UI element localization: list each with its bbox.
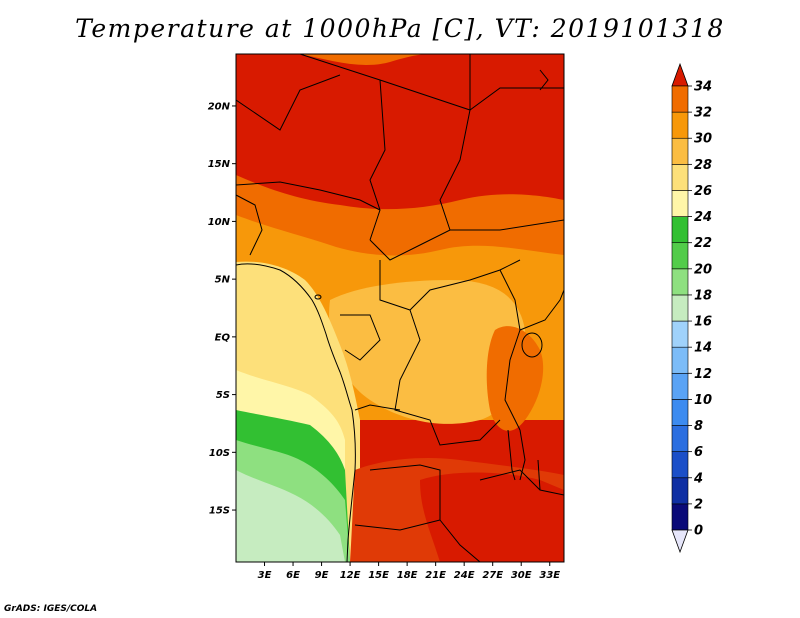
colorbar-label: 0: [694, 524, 703, 539]
colorbar-segment: [671, 320, 689, 348]
longitude-axis: 3E 6E 9E 12E 15E 18E 21E 24E 27E 30E 33E: [258, 562, 560, 581]
lat-tick-label: 10S: [209, 448, 230, 459]
border-namibia-north: [354, 519, 441, 531]
colorbar-label: 10: [694, 393, 712, 408]
lon-tick-label: 15E: [368, 570, 389, 581]
colorbar-segment: [671, 477, 689, 505]
lat-tick-label: 10N: [208, 217, 231, 228]
colorbar-segment: [671, 372, 689, 400]
colorbar-label: 14: [694, 341, 712, 356]
border-west-sahara: [236, 74, 341, 131]
border-gabon: [340, 314, 381, 361]
border-angola-north: [354, 404, 401, 411]
lake-victoria: [521, 332, 543, 358]
colorbar-segment: [671, 242, 689, 270]
colorbar-label: 32: [694, 106, 712, 121]
field-band-southern-hottest: [420, 472, 564, 562]
field-band-16-18: [236, 470, 345, 562]
border-kenya: [519, 289, 564, 331]
country-borders: [236, 54, 564, 562]
border-niger-chad: [369, 79, 386, 241]
border-tanzania: [519, 429, 526, 481]
map-frame: [235, 53, 565, 563]
lat-tick-label: EQ: [215, 332, 231, 343]
border-chad-sudan: [439, 109, 471, 231]
border-car-north: [369, 219, 564, 261]
grads-credit: GrADS: IGES/COLA: [4, 604, 98, 614]
border-zambia-east: [479, 469, 564, 496]
colorbar-label: 16: [694, 315, 712, 330]
lat-tick-label: 20N: [208, 101, 231, 112]
lon-tick-label: 9E: [315, 570, 329, 581]
border-east-drc: [499, 269, 521, 431]
temperature-field: [236, 54, 564, 562]
lat-tick-label: 5S: [216, 390, 230, 401]
border-angola-zambia: [369, 464, 481, 562]
colorbar-under-triangle: [671, 529, 689, 554]
lat-tick-label: 15S: [209, 506, 230, 517]
border-west-coast: [236, 194, 263, 256]
border-egypt-sudan: [469, 87, 564, 111]
colorbar-segment: [671, 164, 689, 191]
field-band-north-patch: [300, 54, 430, 65]
colorbar-label: 20: [694, 262, 712, 277]
border-mali-niger-south: [236, 181, 381, 211]
colorbar-segment: [671, 399, 689, 426]
field-band-26-28: [329, 280, 526, 424]
colorbar-label: 26: [694, 184, 712, 199]
colorbar-segment: [671, 137, 689, 165]
colorbar-segment: [671, 268, 689, 296]
lon-tick-label: 21E: [425, 570, 446, 581]
colorbar-segment: [671, 346, 689, 374]
lat-tick-label: 5N: [215, 275, 231, 286]
lon-tick-label: 30E: [511, 570, 532, 581]
colorbar-label: 22: [694, 236, 712, 251]
colorbar-segment: [671, 85, 689, 113]
border-drc: [394, 309, 501, 446]
colorbar-segment: [671, 425, 689, 452]
lon-tick-label: 18E: [397, 570, 418, 581]
colorbar-over-triangle: [671, 62, 689, 87]
lake-tanganyika: [507, 429, 516, 481]
colorbar-label: 28: [694, 158, 712, 173]
lon-tick-label: 12E: [340, 570, 361, 581]
lake-small-west: [314, 294, 322, 300]
atlantic-coastline: [236, 263, 356, 562]
colorbar-segment: [671, 111, 689, 139]
colorbar-label: 12: [694, 367, 712, 382]
border-north-1: [299, 54, 471, 111]
colorbar-segment: [671, 503, 689, 531]
lon-tick-label: 6E: [286, 570, 300, 581]
lon-tick-label: 24E: [454, 570, 475, 581]
colorbar-label: 2: [694, 497, 703, 512]
field-band-east-lakes: [486, 326, 544, 431]
chart-title: Temperature at 1000hPa [C], VT: 20191013…: [75, 14, 725, 43]
colorbar-label: 4: [693, 471, 703, 486]
lon-tick-label: 33E: [539, 570, 560, 581]
colorbar-label: 18: [694, 288, 712, 303]
lon-tick-label: 3E: [258, 570, 272, 581]
colorbar-segment: [671, 216, 689, 244]
colorbar-label: 8: [694, 419, 703, 434]
lakes: [314, 294, 543, 491]
colorbar-label: 6: [694, 445, 703, 460]
colorbar-segment: [671, 451, 689, 479]
lat-tick-label: 15N: [208, 159, 231, 170]
lake-malawi: [537, 459, 541, 491]
latitude-axis: 20N 15N 10N 5N EQ 5S 10S 15S: [208, 101, 236, 517]
colorbar-segment: [671, 190, 689, 217]
colorbar-segment: [671, 294, 689, 322]
colorbar-label: 24: [694, 210, 712, 225]
colorbar-label: 30: [694, 132, 712, 147]
lon-tick-label: 27E: [482, 570, 503, 581]
colorbar-label: 34: [694, 80, 712, 95]
red-sea-coast: [539, 69, 549, 91]
